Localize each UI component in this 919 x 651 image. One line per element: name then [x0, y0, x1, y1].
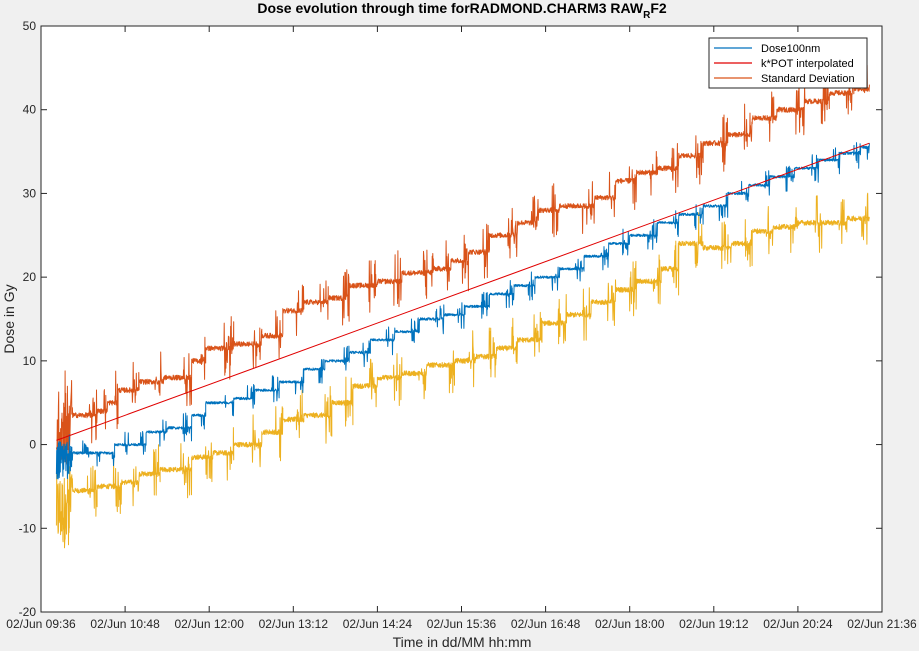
y-tick-label: -20: [19, 605, 37, 619]
x-tick-label: 02/Jun 12:00: [174, 617, 244, 631]
y-tick-label: 50: [23, 19, 37, 33]
x-tick-label: 02/Jun 19:12: [679, 617, 749, 631]
series-line-standard-deviation: [55, 64, 870, 466]
series-layer: [55, 64, 870, 549]
y-tick-label: 20: [23, 270, 37, 284]
x-axis-label: Time in dd/MM hh:mm: [393, 634, 532, 650]
legend[interactable]: Dose100nm k*POT interpolated Standard De…: [708, 37, 868, 89]
y-tick-label: -10: [19, 521, 37, 535]
series-line-k-pot-interpolated: [56, 142, 870, 441]
x-tick-label: 02/Jun 09:36: [6, 617, 76, 631]
y-tick-label: 40: [23, 103, 37, 117]
x-tick-label: 02/Jun 20:24: [763, 617, 833, 631]
y-axis-label: Dose in Gy: [1, 284, 17, 353]
ticks-layer: -20 -10 0 10 20 30 40 50 02/Jun 09:36 02/Jun 10:4…: [6, 19, 917, 631]
x-tick-label: 02/Jun 13:12: [259, 617, 329, 631]
x-tick-label: 02/Jun 14:24: [343, 617, 413, 631]
y-tick-label: 30: [23, 186, 37, 200]
x-tick-label: 02/Jun 18:00: [595, 617, 665, 631]
legend-label-standard-deviation: Standard Deviation: [761, 73, 855, 85]
series-line-standard-deviation-lower: [55, 192, 870, 549]
y-tick-label: 10: [23, 354, 37, 368]
x-tick-label: 02/Jun 21:36: [847, 617, 917, 631]
legend-label-dose100nm: Dose100nm: [761, 43, 820, 55]
legend-label-kpot-interpolated: k*POT interpolated: [761, 58, 854, 70]
y-tick-label: 0: [29, 438, 36, 452]
chart-title: Dose evolution through time forRADMOND.C…: [257, 0, 667, 21]
x-tick-label: 02/Jun 16:48: [511, 617, 581, 631]
x-tick-label: 02/Jun 15:36: [427, 617, 497, 631]
x-tick-label: 02/Jun 10:48: [90, 617, 160, 631]
